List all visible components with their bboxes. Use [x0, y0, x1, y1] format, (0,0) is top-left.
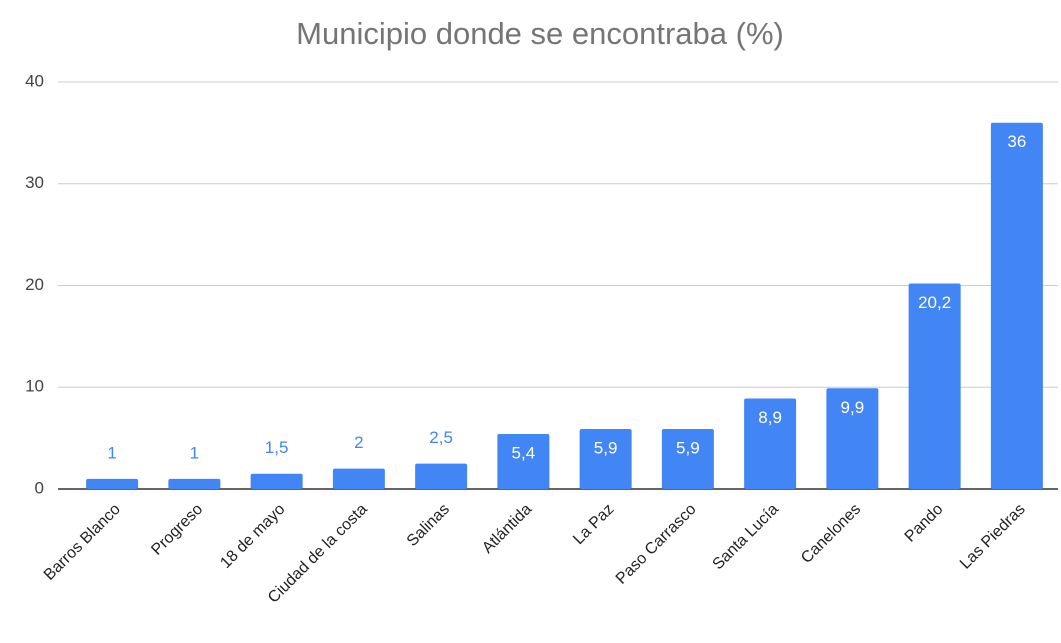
x-tick-label: Progreso	[148, 501, 206, 559]
value-label: 2	[354, 433, 363, 452]
bar	[661, 428, 714, 489]
value-label: 1,5	[265, 438, 289, 457]
value-label: 5,9	[594, 438, 618, 457]
y-tick-label: 40	[25, 71, 44, 90]
bar	[826, 388, 879, 489]
x-tick-label: Canelones	[798, 501, 864, 567]
x-tick-label: 18 de mayo	[217, 501, 288, 572]
value-label: 5,4	[512, 444, 536, 463]
x-tick-label: Santa Lucía	[710, 501, 782, 573]
value-label: 36	[1007, 132, 1026, 151]
bar	[497, 434, 550, 489]
bar	[332, 468, 385, 489]
bar	[579, 428, 632, 489]
value-label: 5,9	[676, 438, 700, 457]
value-label: 1	[190, 443, 199, 462]
chart-title: Municipio donde se encontraba (%)	[296, 16, 784, 51]
x-tick-label: Barros Blanco	[41, 501, 124, 584]
x-tick-label: Pando	[902, 501, 947, 546]
bar	[990, 122, 1043, 489]
value-label: 2,5	[429, 428, 453, 447]
x-tick-label: Atlántida	[479, 501, 535, 557]
value-label: 8,9	[758, 408, 782, 427]
y-tick-label: 20	[25, 275, 44, 294]
x-tick-label: Paso Carrasco	[613, 501, 700, 588]
bar	[415, 463, 468, 489]
value-label: 20,2	[918, 293, 951, 312]
bar	[168, 478, 221, 489]
bar	[908, 283, 961, 489]
value-label: 1	[107, 443, 116, 462]
bar	[744, 398, 797, 489]
y-tick-label: 0	[35, 478, 44, 497]
x-tick-label: La Paz	[570, 501, 617, 548]
bar	[86, 478, 139, 489]
bar	[250, 473, 303, 489]
x-tick-label: Las Piedras	[957, 501, 1029, 573]
value-label: 9,9	[841, 398, 865, 417]
y-tick-label: 30	[25, 173, 44, 192]
y-tick-label: 10	[25, 377, 44, 396]
x-tick-label: Salinas	[404, 501, 453, 550]
